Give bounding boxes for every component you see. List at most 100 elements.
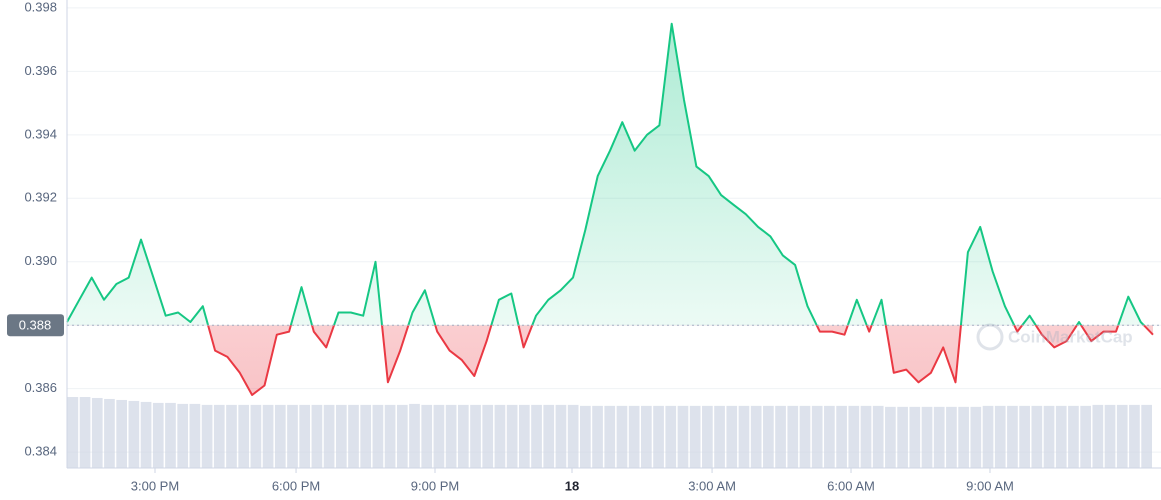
volume-bar [1104,404,1116,468]
watermark-logo [976,323,1004,351]
volume-bar [750,405,762,468]
volume-bar [860,405,872,468]
price-line-down [207,325,1154,396]
volume-bar [702,405,713,468]
volume-bar [348,404,359,468]
y-tick-label: 0.386 [24,380,57,395]
volume-bar [885,406,896,468]
price-line-up [66,22,1146,326]
volume-bar [970,406,982,468]
x-tick-label: 18 [565,478,579,493]
x-tick-label: 9:00 AM [966,478,1014,493]
volume-bar [726,405,738,468]
volume-bar [104,398,115,468]
volume-bar [1031,405,1043,468]
y-tick-label: 0.390 [24,253,57,268]
volume-bar [531,404,542,468]
volume-bar [470,404,481,468]
x-tick-label: 9:00 PM [411,478,459,493]
volume-bar [799,405,811,468]
volume-bar [274,404,286,468]
volume-bar [140,401,152,468]
volume-bar [958,406,969,468]
volume-bar [555,404,567,468]
x-tick-label: 6:00 PM [272,478,320,493]
volume-bar [323,404,335,468]
volume-bar [1116,404,1128,468]
volume-bar [543,404,555,468]
volume-bar [433,404,445,468]
y-tick-label: 0.394 [24,126,57,141]
volume-bar [1129,404,1140,468]
volume-bar [226,404,237,468]
baseline-badge [7,314,64,337]
volume-bar [287,404,298,468]
volume-bar [409,403,420,468]
volume-bar [738,405,750,468]
volume-bar [79,397,91,468]
volume-bar [824,405,835,468]
area-down [208,325,1153,395]
y-tick-label: 0.398 [24,0,57,14]
volume-bar [335,404,347,468]
volume-bar [848,405,860,468]
volume-bar [872,405,884,468]
watermark: CoinMarketCap [976,323,1133,351]
volume-bar [921,406,933,468]
volume-bar [1068,405,1079,468]
y-tick-label: 0.384 [24,444,57,459]
volume-bar [506,404,518,468]
volume-bar [763,405,774,468]
volume-bar [250,404,262,468]
volume-bar [653,405,664,468]
volume-bar [311,404,323,468]
watermark-text: CoinMarketCap [1008,327,1133,346]
volume-bar [421,404,433,468]
volume-bar [811,405,823,468]
volume-bar [994,405,1006,468]
volume-bar [213,404,225,468]
y-tick-label: 0.392 [24,190,57,205]
y-tick-label: 0.396 [24,63,57,78]
volume-bar [165,402,176,468]
volume-bar [201,404,213,468]
volume-bar [116,399,128,468]
volume-bar [262,404,274,468]
volume-bar [372,404,384,468]
volume-bar [665,405,677,468]
volume-bar [1141,404,1152,468]
volume-bar [946,406,957,468]
x-tick-label: 6:00 AM [827,478,875,493]
volume-bar [299,404,311,468]
volume-bar [836,405,847,468]
volume-bar [579,405,591,468]
volume-bar [494,404,506,468]
volume-bar [360,404,372,468]
volume-bar [189,403,201,468]
volume-bar [567,404,579,468]
volume-bar [238,404,250,468]
volume-bar [91,397,103,468]
volume-bar [909,406,921,468]
volume-bar [1007,405,1018,468]
volume-bar [628,405,640,468]
volume-bar [604,405,616,468]
volume-bar [641,405,652,468]
area-up [67,23,1153,326]
baseline-label: 0.388 [19,318,52,333]
x-tick-label: 3:00 AM [688,478,736,493]
volume-bar [384,404,396,468]
volume-bar [982,405,994,468]
volume-bar [1043,405,1055,468]
volume-bar [1092,404,1104,468]
volume-bar [616,405,628,468]
volume-bar [152,402,164,468]
volume-bar [1055,405,1067,468]
volume-bar [1080,405,1091,468]
volume-bar [787,405,799,468]
volume-bar [518,404,530,468]
volume-bar [128,400,140,468]
volume-bar [677,405,689,468]
volume-bar [482,404,494,468]
